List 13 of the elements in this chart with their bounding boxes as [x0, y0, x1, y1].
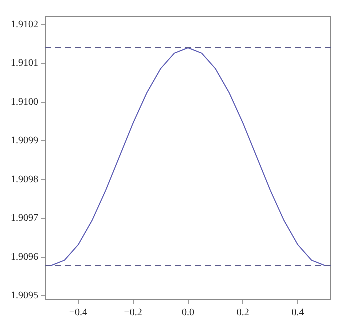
y-tick-label: 1.9101	[11, 58, 38, 70]
x-tick-label: 0.4	[292, 308, 304, 319]
y-tick-label: 1.9099	[11, 136, 38, 147]
y-tick-label: 1.9102	[11, 19, 38, 30]
y-tick-label: 1.9100	[11, 96, 38, 108]
x-tick-label: −0.2	[124, 308, 142, 319]
x-tick-label: 0.0	[182, 308, 194, 319]
y-tick-label: 1.9098	[11, 174, 38, 186]
y-tick-label: 1.9097	[11, 213, 38, 224]
x-tick-label: 0.2	[236, 308, 250, 319]
y-tick-label: 1.9095	[11, 290, 38, 302]
y-tick-label: 1.9096	[11, 252, 38, 263]
x-tick-label: −0.4	[69, 308, 88, 319]
